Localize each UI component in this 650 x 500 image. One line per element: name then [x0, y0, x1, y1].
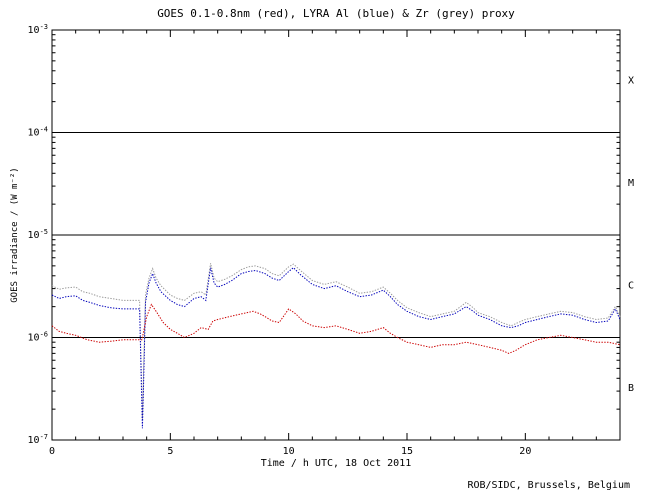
- svg-text:10: 10: [283, 446, 295, 457]
- svg-text:10-4: 10-4: [28, 126, 48, 139]
- svg-text:10-3: 10-3: [28, 23, 48, 36]
- svg-text:0: 0: [49, 446, 55, 457]
- credit-text: ROB/SIDC, Brussels, Belgium: [467, 480, 630, 491]
- svg-text:10-7: 10-7: [28, 433, 48, 446]
- svg-text:10-5: 10-5: [28, 228, 48, 241]
- series-goes-0-1-0-8nm: [51, 303, 621, 354]
- series-lyra-zr-proxy: [51, 263, 621, 420]
- svg-text:X: X: [628, 76, 634, 87]
- svg-text:M: M: [628, 178, 634, 189]
- svg-text:B: B: [628, 383, 634, 394]
- svg-text:20: 20: [519, 446, 531, 457]
- plot-frame: [51, 29, 621, 441]
- axis-tick-labels: 0 5 10 15 20 10-3 10-4 10-5 10-6 10-7: [28, 23, 532, 457]
- x-axis-label: Time / h UTC, 18 Oct 2011: [260, 458, 412, 469]
- chart-title: GOES 0.1-0.8nm (red), LYRA Al (blue) & Z…: [157, 7, 515, 20]
- svg-text:10-6: 10-6: [28, 331, 48, 344]
- flare-class-labels: X M C B: [628, 76, 634, 395]
- svg-text:C: C: [628, 281, 634, 292]
- series-lyra-al-proxy: [51, 267, 621, 429]
- class-boundary-lines: [52, 132, 620, 338]
- svg-text:15: 15: [401, 446, 413, 457]
- svg-text:5: 5: [167, 446, 173, 457]
